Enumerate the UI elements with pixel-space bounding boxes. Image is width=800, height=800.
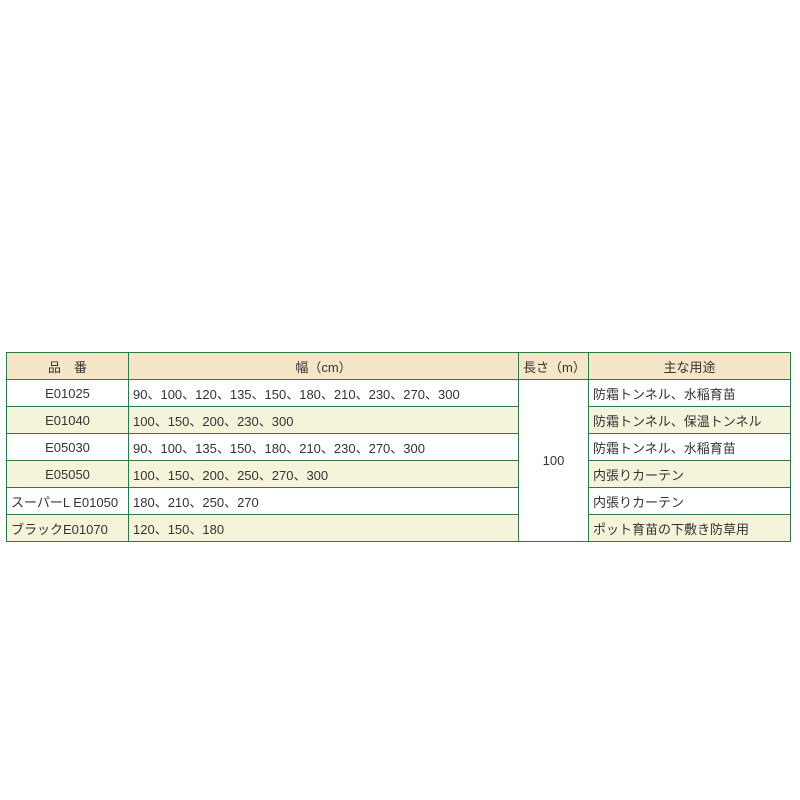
product-table: 品 番 幅（cm） 長さ（m） 主な用途 E01025 90、100、120、1… [6,352,791,542]
table-row: E05050 100、150、200、250、270、300 内張りカーテン [7,461,791,488]
col-header-use: 主な用途 [589,353,791,380]
table-row: E01025 90、100、120、135、150、180、210、230、27… [7,380,791,407]
cell-width: 90、100、135、150、180、210、230、270、300 [129,434,519,461]
table-row: ブラックE01070 120、150、180 ポット育苗の下敷き防草用 [7,515,791,542]
table-header-row: 品 番 幅（cm） 長さ（m） 主な用途 [7,353,791,380]
cell-length-merged: 100 [519,380,589,542]
col-header-width: 幅（cm） [129,353,519,380]
col-header-length: 長さ（m） [519,353,589,380]
table-row: E01040 100、150、200、230、300 防霜トンネル、保温トンネル [7,407,791,434]
cell-code: E01025 [7,380,129,407]
cell-use: ポット育苗の下敷き防草用 [589,515,791,542]
page: 品 番 幅（cm） 長さ（m） 主な用途 E01025 90、100、120、1… [0,0,800,800]
cell-code: ブラックE01070 [7,515,129,542]
table-row: E05030 90、100、135、150、180、210、230、270、30… [7,434,791,461]
cell-use: 防霜トンネル、水稲育苗 [589,434,791,461]
cell-width: 120、150、180 [129,515,519,542]
cell-width: 100、150、200、230、300 [129,407,519,434]
cell-use: 防霜トンネル、水稲育苗 [589,380,791,407]
cell-width: 180、210、250、270 [129,488,519,515]
product-table-wrap: 品 番 幅（cm） 長さ（m） 主な用途 E01025 90、100、120、1… [6,352,790,542]
cell-code: E05030 [7,434,129,461]
cell-use: 防霜トンネル、保温トンネル [589,407,791,434]
cell-code: E05050 [7,461,129,488]
cell-width: 90、100、120、135、150、180、210、230、270、300 [129,380,519,407]
cell-code: E01040 [7,407,129,434]
cell-code: スーパーL E01050 [7,488,129,515]
cell-use: 内張りカーテン [589,461,791,488]
col-header-code: 品 番 [7,353,129,380]
table-row: スーパーL E01050 180、210、250、270 内張りカーテン [7,488,791,515]
cell-use: 内張りカーテン [589,488,791,515]
cell-width: 100、150、200、250、270、300 [129,461,519,488]
